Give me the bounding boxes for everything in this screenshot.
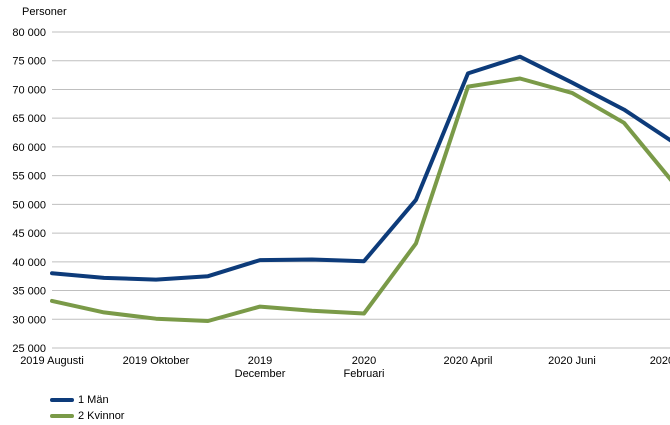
y-tick-label: 40 000	[12, 257, 46, 269]
x-tick-label-line: December	[235, 368, 286, 380]
y-tick-label: 25 000	[12, 343, 46, 355]
y-tick-label: 70 000	[12, 84, 46, 96]
legend-item-kvinnor: 2 Kvinnor	[50, 409, 124, 423]
legend-label-kvinnor: 2 Kvinnor	[78, 410, 125, 422]
legend-swatch-kvinnor	[50, 414, 74, 418]
x-tick-label: 2020 Februari	[344, 355, 385, 380]
x-tick-label: 2020 April	[444, 355, 493, 367]
x-tick-label: 2019 December	[235, 355, 286, 380]
y-tick-label: 65 000	[12, 113, 46, 125]
legend-label-man: 1 Män	[78, 394, 109, 406]
series-line-2	[50, 76, 670, 323]
x-tick-label-line: 2019	[248, 355, 272, 367]
x-tick-label-line: 2019 Oktober	[123, 355, 190, 367]
y-tick-label: 45 000	[12, 228, 46, 240]
y-axis-title: Personer	[22, 6, 67, 18]
legend-item-man: 1 Män	[50, 393, 124, 407]
x-tick-label: 2020 Augu	[650, 355, 670, 367]
x-tick-labels: 2019 Augusti 2019 Oktober 2019 December 2020…	[20, 355, 670, 380]
x-tick-label-line: 2020	[352, 355, 376, 367]
y-tick-label: 30 000	[12, 314, 46, 326]
x-tick-label-line: 2020 April	[444, 355, 493, 367]
x-tick-label-line: 2019 Augusti	[20, 355, 84, 367]
grid-lines	[52, 31, 670, 349]
legend: 1 Män 2 Kvinnor	[50, 393, 124, 425]
y-tick-label: 50 000	[12, 199, 46, 211]
x-tick-label-line: Februari	[344, 368, 385, 380]
series-line-1	[50, 54, 670, 282]
y-tick-label: 75 000	[12, 56, 46, 68]
x-tick-label: 2020 Juni	[548, 355, 596, 367]
series-lines	[50, 54, 670, 323]
y-tick-label: 80 000	[12, 27, 46, 39]
y-tick-label: 60 000	[12, 142, 46, 154]
y-tick-labels: 25 000 30 000 35 000 40 000 45 000 50 000 55 0…	[12, 27, 46, 355]
y-tick-label: 55 000	[12, 171, 46, 183]
x-tick-label: 2019 Augusti	[20, 355, 84, 367]
x-tick-label: 2019 Oktober	[123, 355, 190, 367]
x-tick-label-line: 2020 Juni	[548, 355, 596, 367]
y-tick-label: 35 000	[12, 286, 46, 298]
x-tick-label-line: 2020 Augu	[650, 355, 670, 367]
legend-swatch-man	[50, 398, 74, 402]
